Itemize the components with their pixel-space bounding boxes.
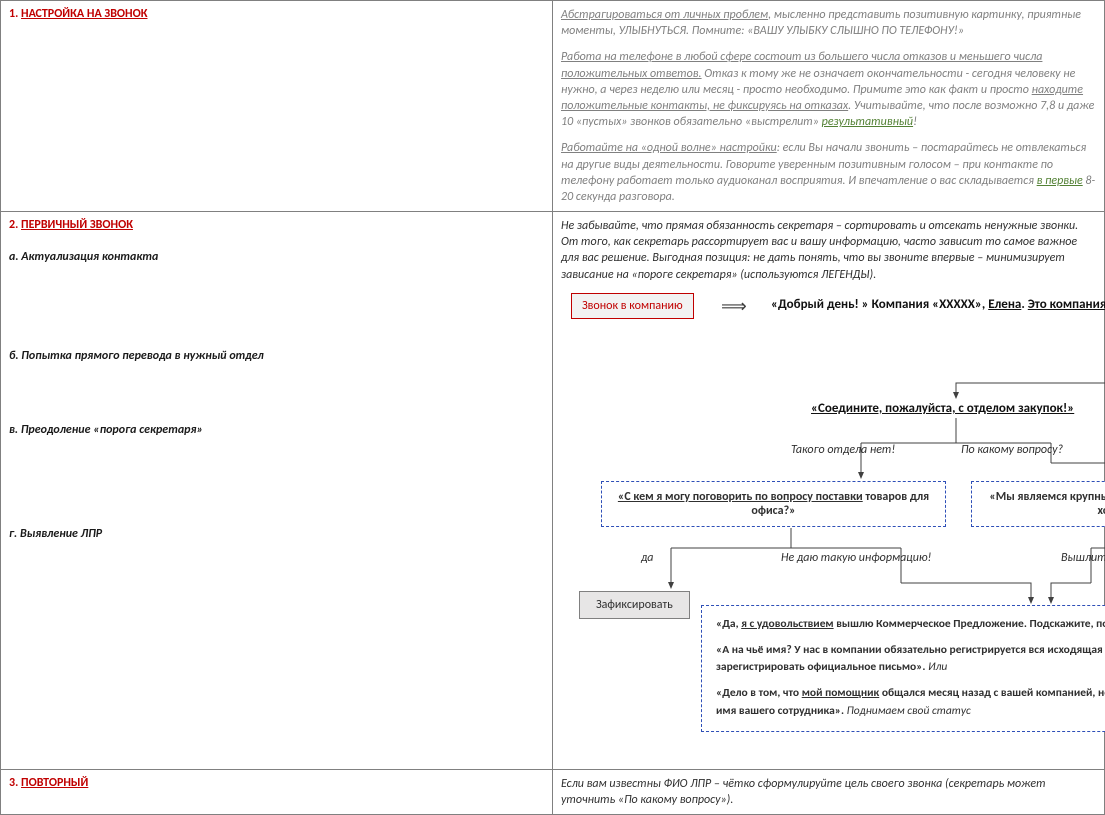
fix-box-2: Зафиксировать bbox=[579, 591, 690, 619]
row1-num: 1. bbox=[9, 7, 18, 21]
big-line1: «Да, я с удовольствием вышлю Коммерческо… bbox=[716, 616, 1105, 634]
row3-right: Если вам известны ФИО ЛПР – чётко сформу… bbox=[553, 769, 1105, 814]
row2-sub-a: а. Актуализация контакта bbox=[9, 250, 544, 264]
big-line3: «Дело в том, что мой помощник общался ме… bbox=[716, 685, 1105, 721]
row3-left: 3. ПОВТОРНЫЙ bbox=[1, 769, 553, 814]
row2-title: ПЕРВИЧНЫЙ ЗВОНОК bbox=[21, 218, 133, 232]
start-box: Звонок в компанию bbox=[571, 293, 694, 319]
right-dash-box: «Мы являемся крупным поставщиком товаров… bbox=[971, 481, 1105, 527]
row2-sub-b: б. Попытка прямого перевода в нужный отд… bbox=[9, 349, 544, 363]
row2-right: Не забывайте, что прямая обязанность сек… bbox=[553, 212, 1105, 770]
row1-left: 1. НАСТРОЙКА НА ЗВОНОК bbox=[1, 1, 553, 212]
row2-num: 2. bbox=[9, 218, 18, 232]
big-dash-box: «Да, я с удовольствием вышлю Коммерческо… bbox=[701, 605, 1105, 732]
row2-intro: Не забывайте, что прямая обязанность сек… bbox=[561, 218, 1096, 283]
row1-p3: Работайте на «одной волне» настройки: ес… bbox=[561, 140, 1096, 205]
arrow-icon: ⟹ bbox=[721, 295, 747, 317]
label-no-dept: Такого отдела нет! bbox=[791, 443, 895, 457]
row2-sub-c: в. Преодоление «порога секретаря» bbox=[9, 423, 544, 437]
script-table: 1. НАСТРОЙКА НА ЗВОНОК Абстрагироваться … bbox=[0, 0, 1105, 815]
row2-left: 2. ПЕРВИЧНЫЙ ЗВОНОК а. Актуализация конт… bbox=[1, 212, 553, 770]
row3-title: ПОВТОРНЫЙ bbox=[21, 776, 88, 790]
row1-p2: Работа на телефоне в любой сфере состоит… bbox=[561, 49, 1096, 130]
label-yes-2: да bbox=[641, 551, 653, 565]
label-email: Вышлите на INFO@domen.ru bbox=[1061, 551, 1105, 565]
row1-p1: Абстрагироваться от личных проблем, мысл… bbox=[561, 7, 1096, 39]
row3-num: 3. bbox=[9, 776, 18, 790]
big-line2: «А на чьё имя? У нас в компании обязател… bbox=[716, 642, 1105, 678]
left-dash-box: «С кем я могу поговорить по вопросу пост… bbox=[601, 481, 946, 527]
flowchart: Звонок в компанию ⟹ «Добрый день! » Комп… bbox=[561, 283, 1096, 763]
connect-phrase: «Соедините, пожалуйста, с отделом закупо… bbox=[811, 401, 1074, 416]
row1-right: Абстрагироваться от личных проблем, мысл… bbox=[553, 1, 1105, 212]
row2-sub-d: г. Выявление ЛПР bbox=[9, 527, 544, 541]
label-no-info: Не даю такую информацию! bbox=[781, 551, 931, 565]
greeting-phrase: «Добрый день! » Компания «ХХХХХ», Елена.… bbox=[771, 297, 1105, 312]
row3-text: Если вам известны ФИО ЛПР – чётко сформу… bbox=[561, 776, 1096, 808]
label-what-q: По какому вопросу? bbox=[961, 443, 1063, 457]
row1-title: НАСТРОЙКА НА ЗВОНОК bbox=[21, 7, 147, 21]
